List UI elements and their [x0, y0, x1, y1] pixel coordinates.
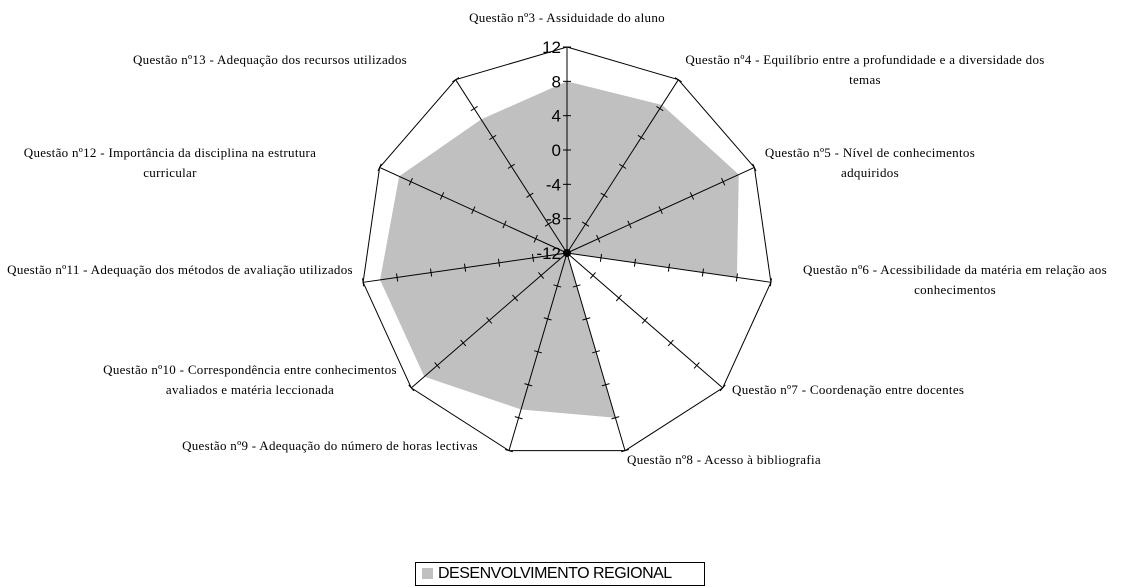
- tick-mark: [572, 284, 581, 288]
- tick-mark: [619, 163, 627, 169]
- tick-mark: [430, 268, 433, 277]
- category-label: Questão nº12 - Importância da disciplina…: [23, 145, 317, 180]
- tick-mark: [489, 134, 497, 141]
- legend-label: DESENVOLVIMENTO REGIONAL: [438, 565, 672, 582]
- tick-mark: [524, 383, 533, 387]
- tick-mark: [589, 272, 596, 279]
- tick-mark: [721, 177, 726, 186]
- tick-mark: [531, 253, 535, 262]
- tick-mark: [621, 449, 630, 453]
- category-label: Questão nº8 - Acesso à bibliografia: [627, 452, 821, 467]
- tick-mark: [512, 294, 519, 302]
- tick-mark: [486, 317, 493, 324]
- category-label: Questão nº13 - Adequação dos recursos ut…: [132, 52, 408, 67]
- category-label: Questão nº3 - Assiduidade do aluno: [469, 10, 665, 25]
- tick-mark: [434, 362, 441, 369]
- tick-mark: [408, 384, 415, 392]
- tick-mark: [377, 163, 382, 172]
- category-label: Questão nº9 - Adequação do número de hor…: [182, 438, 478, 453]
- tick-mark: [633, 258, 637, 267]
- tick-mark: [543, 317, 552, 321]
- tick-mark: [582, 317, 591, 321]
- tick-mark: [526, 192, 534, 198]
- y-tick-label: 0: [552, 141, 561, 160]
- tick-mark: [656, 106, 664, 112]
- tick-mark: [596, 234, 601, 243]
- tick-mark: [601, 383, 610, 387]
- tick-mark: [719, 384, 726, 392]
- tick-mark: [497, 258, 501, 267]
- category-label: Questão nº5 - Nível de conhecimentos adq…: [764, 145, 976, 180]
- tick-mark: [470, 106, 478, 112]
- tick-mark: [514, 416, 523, 420]
- tick-mark: [504, 449, 513, 453]
- tick-mark: [533, 234, 538, 243]
- legend: DESENVOLVIMENTO REGIONAL: [415, 562, 705, 586]
- tick-mark: [396, 273, 399, 282]
- tick-mark: [507, 163, 515, 169]
- tick-mark: [769, 278, 772, 287]
- tick-mark: [439, 192, 445, 200]
- tick-mark: [611, 416, 620, 420]
- tick-mark: [627, 220, 632, 229]
- tick-mark: [553, 284, 562, 288]
- tick-mark: [463, 263, 467, 272]
- tick-mark: [658, 206, 663, 215]
- tick-mark: [408, 177, 413, 186]
- tick-mark: [693, 362, 700, 369]
- y-tick-label: -8: [546, 210, 561, 229]
- y-tick-label: 12: [542, 38, 561, 57]
- tick-mark: [615, 294, 622, 302]
- tick-mark: [600, 192, 608, 198]
- tick-mark: [451, 77, 460, 83]
- y-tick-label: 8: [552, 72, 561, 91]
- y-tick-label: -4: [546, 175, 561, 194]
- tick-mark: [599, 253, 603, 262]
- tick-mark: [637, 134, 645, 141]
- tick-mark: [701, 268, 704, 277]
- tick-mark: [362, 278, 365, 287]
- tick-mark: [752, 163, 757, 172]
- tick-mark: [689, 192, 695, 200]
- tick-mark: [674, 77, 683, 83]
- radar-frame: [362, 46, 772, 452]
- category-label: Questão nº4 - Equilíbrio entre a profund…: [685, 52, 1045, 87]
- y-tick-label: 4: [552, 107, 561, 126]
- y-tick-label: -12: [536, 244, 561, 263]
- legend-swatch: [422, 568, 433, 579]
- tick-mark: [581, 221, 590, 227]
- tick-mark: [538, 272, 545, 279]
- tick-mark: [534, 350, 542, 354]
- category-label: Questão nº6 - Acessibilidade da matéria …: [803, 262, 1107, 297]
- category-label: Questão nº7 - Coordenação entre docentes: [732, 382, 965, 397]
- tick-mark: [544, 221, 553, 227]
- tick-mark: [502, 220, 507, 229]
- tick-mark: [667, 339, 674, 347]
- tick-mark: [471, 206, 476, 215]
- tick-mark: [735, 273, 738, 282]
- category-label: Questão nº10 - Correspondência entre con…: [103, 362, 397, 397]
- category-label: Questão nº11 - Adequação dos métodos de …: [7, 262, 353, 277]
- tick-mark: [592, 350, 600, 354]
- tick-mark: [563, 250, 571, 256]
- tick-mark: [641, 317, 648, 324]
- tick-mark: [667, 263, 671, 272]
- tick-mark: [460, 339, 467, 347]
